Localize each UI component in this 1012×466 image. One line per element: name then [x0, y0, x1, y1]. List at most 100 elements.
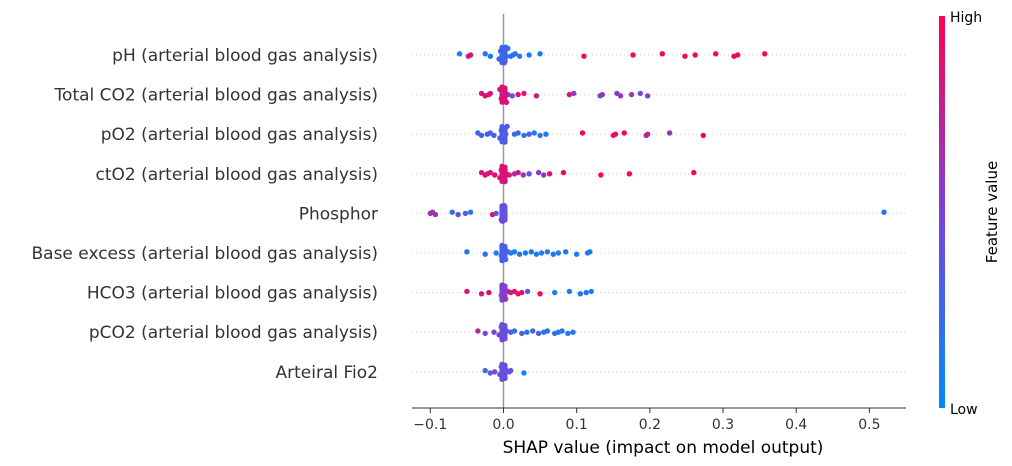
- shap-point: [478, 291, 485, 297]
- shap-point: [478, 132, 485, 139]
- shap-point: [487, 53, 494, 59]
- shap-point: [528, 249, 534, 255]
- x-tick-label: −0.1: [413, 417, 447, 433]
- colorbar-high-label: High: [950, 10, 982, 26]
- shap-point: [538, 250, 545, 256]
- shap-point: [432, 211, 439, 218]
- shap-point: [455, 211, 461, 218]
- shap-point: [491, 172, 498, 178]
- shap-point: [560, 169, 567, 176]
- shap-point: [691, 169, 697, 176]
- shap-point: [521, 132, 527, 139]
- shap-point: [537, 291, 543, 297]
- shap-point: [511, 249, 518, 255]
- shap-point: [541, 172, 547, 178]
- feature-rows: pH (arterial blood gas analysis) Total CO…: [31, 46, 906, 383]
- shap-point: [571, 90, 577, 97]
- shap-point: [666, 130, 673, 136]
- shap-point: [598, 172, 604, 178]
- shap-point: [506, 172, 513, 178]
- shap-point: [552, 289, 558, 296]
- feature-label: pCO2 (arterial blood gas analysis): [89, 323, 378, 343]
- shap-point: [630, 52, 636, 58]
- shap-point: [520, 172, 526, 178]
- shap-point: [499, 139, 505, 145]
- shap-point: [482, 330, 488, 337]
- shap-point: [734, 52, 741, 58]
- shap-point: [464, 249, 470, 255]
- shap-point: [543, 131, 549, 137]
- shap-point: [700, 132, 706, 139]
- shap-point: [499, 258, 505, 264]
- x-axis-title: SHAP value (impact on model output): [503, 438, 824, 458]
- shap-point: [493, 210, 499, 217]
- shap-point: [475, 328, 481, 334]
- shap-point: [565, 330, 571, 337]
- shap-point: [515, 130, 521, 136]
- shap-point: [530, 328, 536, 334]
- shap-point: [559, 328, 565, 334]
- shap-point: [449, 209, 455, 215]
- shap-point: [621, 130, 627, 136]
- shap-point: [682, 53, 688, 59]
- shap-point: [519, 330, 525, 337]
- shap-point: [537, 132, 543, 139]
- feature-label: Phosphor: [299, 204, 378, 224]
- x-tick-label: 0.5: [858, 417, 880, 433]
- shap-point: [487, 90, 494, 97]
- shap-point: [544, 249, 551, 255]
- shap-point: [570, 329, 576, 335]
- shap-point: [524, 288, 531, 295]
- feature-label: ctO2 (arterial blood gas analysis): [96, 165, 378, 185]
- shap-point: [521, 90, 527, 97]
- feature-label: Base excess (arterial blood gas analysis…: [31, 244, 378, 264]
- shap-point: [550, 251, 556, 257]
- shap-point: [531, 130, 537, 136]
- shap-point: [491, 329, 497, 335]
- shap-point: [499, 297, 505, 303]
- shap-point: [587, 249, 593, 255]
- shap-point: [628, 91, 635, 98]
- shap-point: [467, 52, 474, 58]
- shap-point: [535, 330, 542, 337]
- shap-point: [526, 52, 532, 58]
- x-tick-label: 0.1: [566, 417, 588, 433]
- shap-point: [487, 370, 494, 376]
- shap-point: [581, 53, 587, 59]
- shap-point: [537, 51, 543, 57]
- shap-point: [544, 328, 551, 334]
- shap-point: [499, 337, 505, 343]
- shap-point: [533, 251, 540, 257]
- shap-point: [499, 60, 505, 66]
- feature-label: HCO3 (arterial blood gas analysis): [87, 284, 378, 304]
- shap-point: [499, 218, 505, 224]
- feature-label: Arteiral Fio2: [276, 363, 378, 383]
- feature-label: pH (arterial blood gas analysis): [112, 46, 378, 66]
- feature-label: pO2 (arterial blood gas analysis): [101, 125, 378, 145]
- shap-point: [515, 169, 521, 176]
- shap-point: [555, 250, 562, 256]
- shap-point: [512, 51, 518, 57]
- shap-point: [713, 51, 719, 57]
- shap-point: [464, 288, 470, 295]
- shap-point: [881, 209, 887, 215]
- shap-point: [644, 93, 651, 99]
- shap-point: [573, 251, 580, 257]
- shap-point: [482, 251, 488, 257]
- feature-label: Total CO2 (arterial blood gas analysis): [54, 86, 378, 106]
- shap-point: [692, 52, 698, 58]
- shap-point: [486, 289, 492, 296]
- shap-point: [456, 51, 463, 57]
- colorbar-low-label: Low: [950, 402, 978, 418]
- shap-point: [509, 93, 515, 99]
- shap-points: [427, 44, 887, 382]
- shap-point: [491, 132, 497, 139]
- shap-point: [637, 90, 644, 97]
- shap-point: [462, 210, 469, 217]
- shap-point: [599, 91, 605, 98]
- shap-point: [499, 178, 505, 184]
- colorbar: High Low Feature value: [939, 10, 1001, 418]
- x-tick-label: 0.3: [712, 417, 734, 433]
- shap-point: [427, 210, 433, 217]
